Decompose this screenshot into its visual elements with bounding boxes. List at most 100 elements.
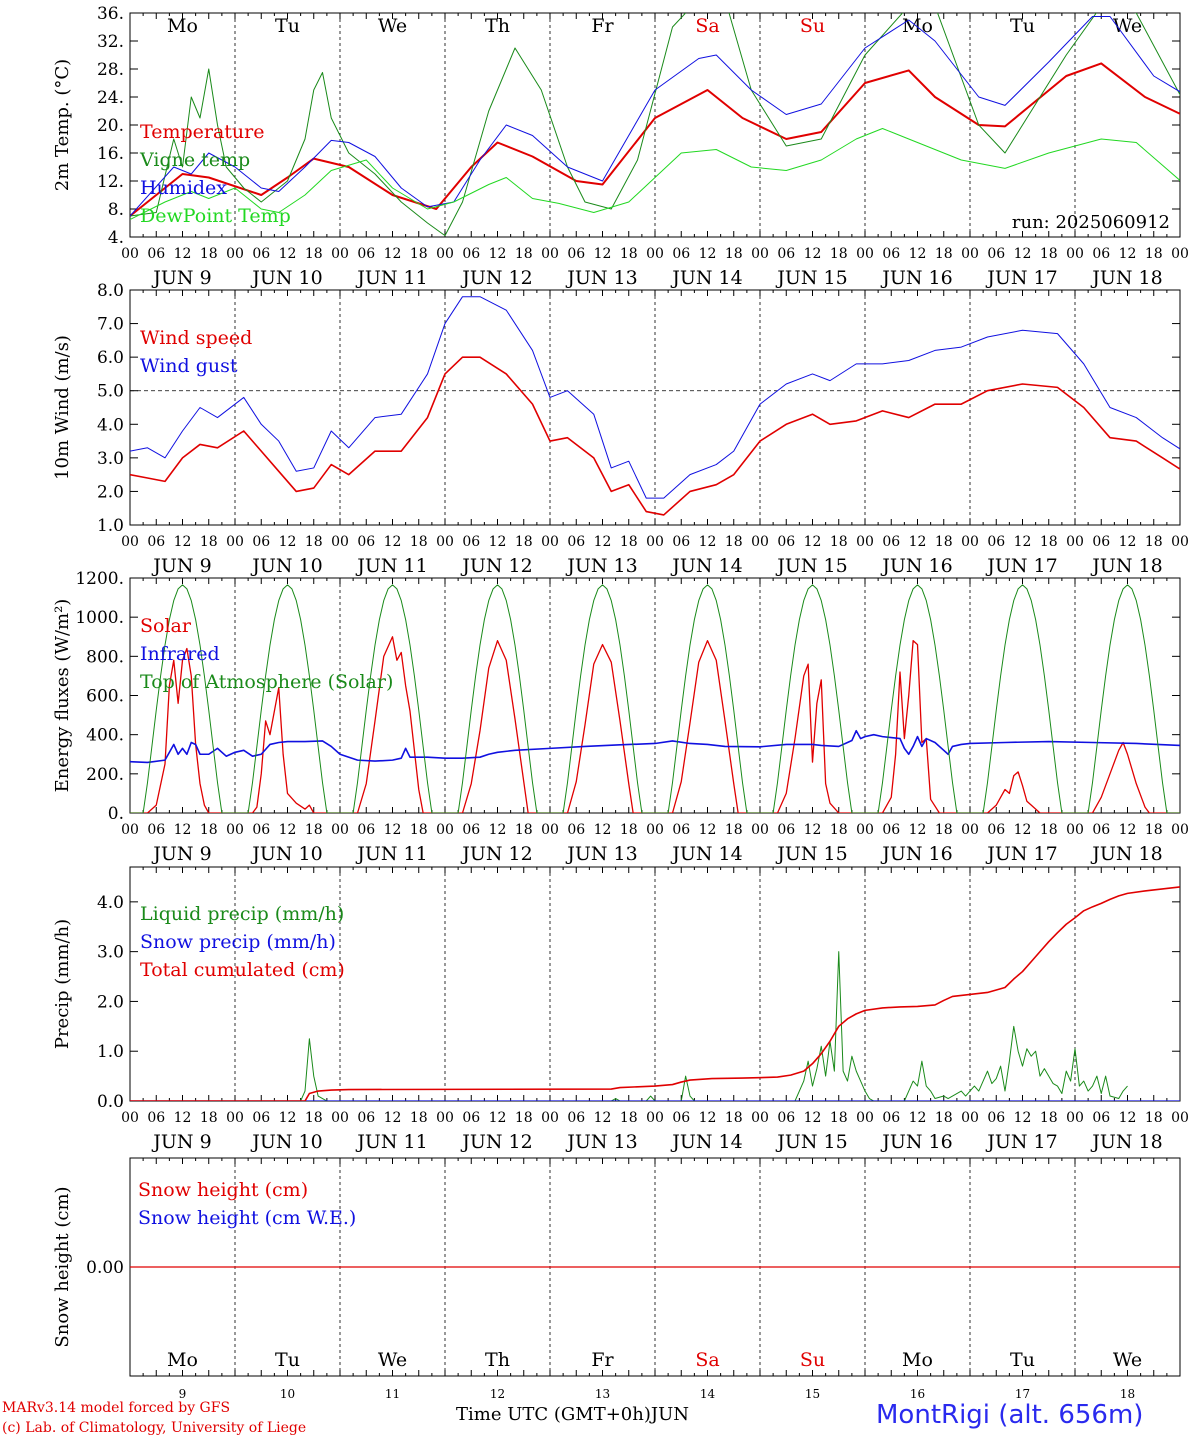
legend-entry: Infrared [140, 643, 220, 665]
x-tick-label: 18 [620, 246, 638, 262]
x-tick-label: 00 [1066, 822, 1084, 838]
series-group [130, 13, 1180, 237]
x-tick-label: 12 [279, 246, 297, 262]
series-line-3 [130, 128, 1180, 220]
x-tick-label: 06 [252, 534, 270, 550]
lab-credit: (c) Lab. of Climatology, University of L… [2, 1420, 307, 1436]
panel-4: 0.00 Snow height (cm) Mo 9 Tu 10 We 11 Th 12 Fr 13 S… [52, 1157, 1181, 1401]
x-tick-label: 18 [935, 1110, 953, 1126]
y-tick-label: 3.0 [97, 943, 124, 963]
x-tick-label: 12 [174, 822, 192, 838]
x-tick-label: 06 [462, 246, 480, 262]
x-tick-label: 06 [462, 1110, 480, 1126]
day-label: JUN 10 [250, 843, 322, 865]
x-tick-label: 00 [226, 246, 244, 262]
legend-entry: Top of Atmosphere (Solar) [140, 671, 393, 693]
x-tick-label: 00 [646, 822, 664, 838]
x-tick-label: 12 [804, 1110, 822, 1126]
x-tick-label: 18 [200, 534, 218, 550]
x-tick-label: 12 [489, 822, 507, 838]
x-tick-label: 12 [804, 534, 822, 550]
x-tick-label: 06 [147, 822, 165, 838]
weekday-label: Su [800, 15, 825, 37]
x-tick-label: 06 [882, 1110, 900, 1126]
day-label: JUN 15 [775, 267, 847, 289]
y-tick-label: 800. [86, 647, 124, 667]
day-number-label: 10 [280, 1387, 295, 1401]
day-label: JUN 14 [670, 1131, 742, 1153]
x-tick-label: 00 [1066, 1110, 1084, 1126]
day-number-label: 14 [700, 1387, 716, 1401]
x-tick-label: 06 [1092, 534, 1110, 550]
x-tick-label: 18 [1145, 534, 1163, 550]
legend-entry: DewPoint Temp [140, 205, 291, 227]
x-tick-label: 12 [489, 534, 507, 550]
x-tick-label: 06 [147, 1110, 165, 1126]
x-tick-label: 18 [935, 534, 953, 550]
day-label: JUN 13 [565, 843, 637, 865]
x-tick-label: 12 [174, 534, 192, 550]
x-tick-label: 18 [725, 534, 743, 550]
x-tick-label: 00 [961, 534, 979, 550]
x-tick-label: 18 [200, 1110, 218, 1126]
y-axis-label: 10m Wind (m/s) [52, 335, 73, 480]
x-tick-label: 00 [331, 822, 349, 838]
x-tick-label: 00 [436, 534, 454, 550]
x-tick-label: 12 [909, 534, 927, 550]
run-annotation: run: 2025060912 [1012, 212, 1170, 233]
x-tick-label: 00 [751, 1110, 769, 1126]
x-tick-label: 00 [331, 1110, 349, 1126]
model-credit: MARv3.14 model forced by GFS [2, 1400, 231, 1416]
x-tick-label: 06 [357, 1110, 375, 1126]
x-tick-label: 12 [909, 1110, 927, 1126]
x-tick-label: 06 [1092, 822, 1110, 838]
x-tick-label: 18 [410, 1110, 428, 1126]
day-label: JUN 11 [355, 267, 427, 289]
day-label: JUN 11 [355, 1131, 427, 1153]
series-line-1 [130, 729, 1180, 764]
day-label: JUN 17 [985, 555, 1057, 577]
x-tick-label: 06 [147, 246, 165, 262]
weekday-label: Tu [275, 15, 300, 37]
weekday-label: Mo [902, 1349, 933, 1371]
weekday-label: Sa [695, 1349, 719, 1371]
x-tick-label: 12 [1119, 1110, 1137, 1126]
x-tick-label: 00 [1066, 246, 1084, 262]
x-tick-label: 06 [777, 1110, 795, 1126]
x-tick-label: 12 [1014, 822, 1032, 838]
x-tick-label: 12 [594, 246, 612, 262]
x-tick-label: 00 [541, 1110, 559, 1126]
series-line-0 [130, 62, 1180, 217]
day-label: JUN 10 [250, 1131, 322, 1153]
day-label: JUN 15 [775, 843, 847, 865]
x-tick-label: 06 [252, 1110, 270, 1126]
y-tick-label: 16. [97, 144, 124, 164]
x-tick-label: 06 [987, 246, 1005, 262]
weekday-label: Tu [275, 1349, 300, 1371]
legend-entry: Vigne temp [139, 149, 250, 171]
x-tick-label: 18 [620, 822, 638, 838]
x-tick-label: 18 [515, 822, 533, 838]
x-tick-label: 06 [147, 534, 165, 550]
day-number-label: 15 [805, 1387, 820, 1401]
x-tick-label: 00 [226, 1110, 244, 1126]
x-tick-label: 18 [410, 822, 428, 838]
legend-entry: Temperature [140, 121, 264, 143]
x-tick-label: 06 [672, 822, 690, 838]
x-tick-label: 06 [777, 822, 795, 838]
x-tick-label: 12 [384, 534, 402, 550]
x-tick-label: 00 [646, 1110, 664, 1126]
x-tick-label: 00 [1171, 246, 1189, 262]
day-label: JUN 13 [565, 267, 637, 289]
day-label: JUN 14 [670, 267, 742, 289]
y-tick-label: 36. [97, 4, 124, 24]
legend-entry: Snow height (cm) [138, 1179, 308, 1201]
x-tick-label: 06 [672, 246, 690, 262]
day-number-label: 18 [1120, 1387, 1135, 1401]
day-label: JUN 17 [985, 267, 1057, 289]
x-tick-label: 18 [200, 822, 218, 838]
day-label: JUN 11 [355, 555, 427, 577]
x-tick-label: 00 [436, 822, 454, 838]
day-number-label: 11 [385, 1387, 400, 1401]
